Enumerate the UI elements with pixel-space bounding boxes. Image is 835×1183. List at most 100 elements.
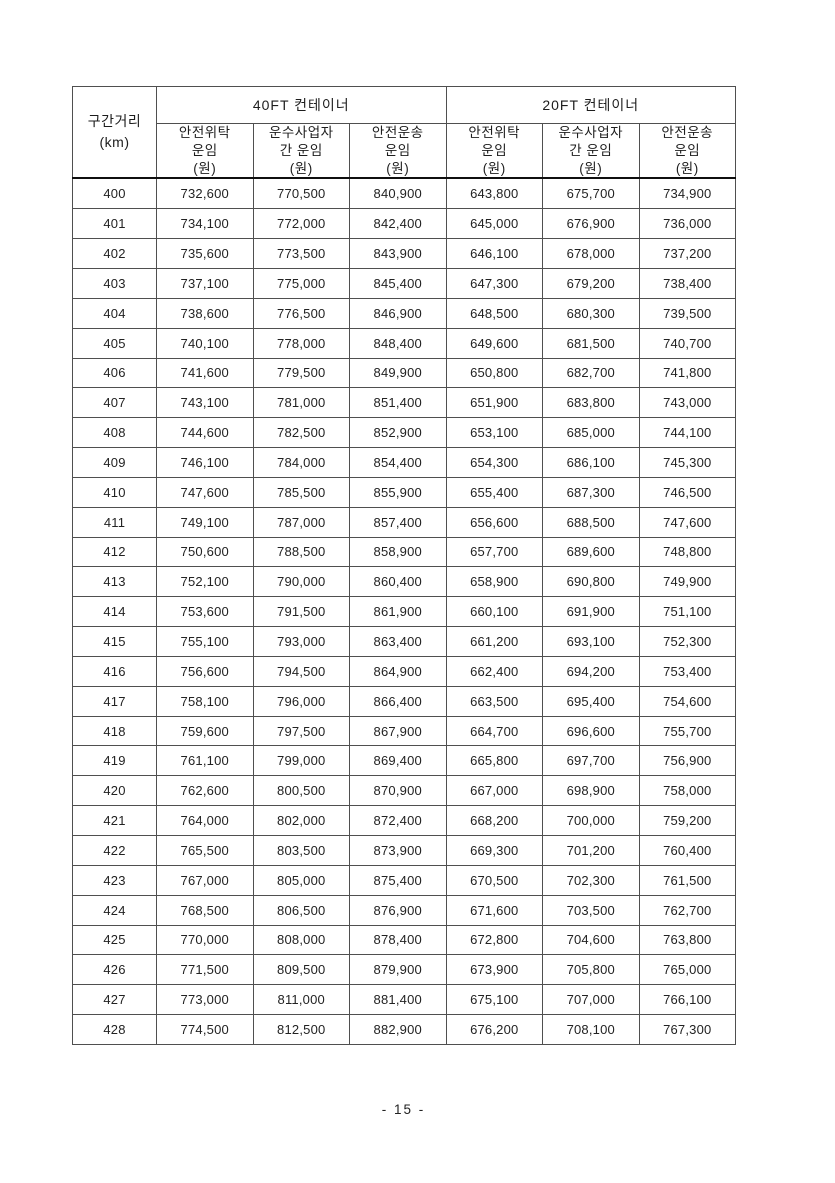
subheader-40ft-transport-fare: 안전운송 운임 (원) [349, 123, 447, 180]
distance-cell: 409 [72, 447, 157, 478]
fare-cell: 748,800 [638, 536, 737, 568]
fare-cell: 737,200 [638, 238, 737, 269]
fare-cell: 851,400 [349, 387, 447, 419]
fare-cell: 747,600 [156, 476, 254, 508]
group-header-20ft: 20FT 컨테이너 [445, 86, 737, 124]
distance-cell: 421 [72, 805, 157, 836]
fare-cell: 654,300 [445, 447, 544, 478]
distance-cell: 410 [72, 476, 157, 508]
fare-cell: 696,600 [542, 715, 640, 747]
fare-cell: 752,100 [156, 566, 254, 598]
fare-cell: 846,900 [349, 297, 447, 329]
distance-cell: 414 [72, 596, 157, 628]
distance-cell: 403 [72, 267, 157, 299]
fare-cell: 746,500 [638, 476, 737, 508]
fare-cell: 676,900 [542, 208, 640, 240]
fare-cell: 679,200 [542, 267, 640, 299]
fare-cell: 797,500 [252, 715, 350, 747]
distance-cell: 405 [72, 327, 157, 359]
fare-cell: 764,000 [156, 805, 254, 836]
fare-cell: 701,200 [542, 835, 640, 866]
fare-cell: 772,000 [252, 208, 350, 240]
table-row: 428 774,500 812,500 882,900 676,200 708,100 76… [72, 1014, 737, 1045]
distance-cell: 411 [72, 506, 157, 538]
fare-cell: 790,000 [252, 566, 350, 598]
fare-cell: 707,000 [542, 984, 640, 1016]
fare-cell: 668,200 [445, 805, 544, 836]
fare-cell: 842,400 [349, 208, 447, 240]
fare-cell: 767,000 [156, 864, 254, 896]
table-row: 423 767,000 805,000 875,400 670,500 702,300 76… [72, 864, 737, 896]
fare-cell: 744,600 [156, 417, 254, 449]
fare-cell: 881,400 [349, 984, 447, 1016]
fare-cell: 759,600 [156, 715, 254, 747]
fare-cell: 697,700 [542, 745, 640, 777]
table-row: 422 765,500 803,500 873,900 669,300 701,200 76… [72, 835, 737, 866]
fare-cell: 761,100 [156, 745, 254, 777]
distance-column-header: 구간거리 (km) [72, 86, 157, 180]
fare-cell: 858,900 [349, 536, 447, 568]
fare-cell: 767,300 [638, 1014, 737, 1045]
fare-table-body: 400 732,600 770,500 840,900 643,800 675,700 73… [72, 177, 737, 1045]
fare-cell: 689,600 [542, 536, 640, 568]
fare-cell: 673,900 [445, 954, 544, 986]
fare-cell: 663,500 [445, 685, 544, 717]
fare-cell: 802,000 [252, 805, 350, 836]
fare-cell: 676,200 [445, 1014, 544, 1045]
fare-cell: 861,900 [349, 596, 447, 628]
fare-cell: 643,800 [445, 177, 544, 210]
fare-cell: 765,500 [156, 835, 254, 866]
table-row: 415 755,100 793,000 863,400 661,200 693,100 75… [72, 626, 737, 657]
fare-cell: 693,100 [542, 626, 640, 657]
sub-header-row: 안전위탁 운임 (원) 운수사업자 간 운임 (원) 안전운송 운임 (원) 안… [73, 123, 737, 180]
fare-cell: 811,000 [252, 984, 350, 1016]
fare-cell: 863,400 [349, 626, 447, 657]
fare-cell: 860,400 [349, 566, 447, 598]
fare-cell: 751,100 [638, 596, 737, 628]
fare-cell: 698,900 [542, 775, 640, 807]
table-row: 425 770,000 808,000 878,400 672,800 704,600 76… [72, 924, 737, 956]
fare-cell: 647,300 [445, 267, 544, 299]
fare-cell: 875,400 [349, 864, 447, 896]
fare-cell: 788,500 [252, 536, 350, 568]
fare-cell: 669,300 [445, 835, 544, 866]
distance-cell: 424 [72, 894, 157, 926]
table-row: 418 759,600 797,500 867,900 664,700 696,600 75… [72, 715, 737, 747]
fare-cell: 774,500 [156, 1014, 254, 1045]
fare-cell: 743,100 [156, 387, 254, 419]
fare-cell: 734,900 [638, 177, 737, 210]
fare-cell: 808,000 [252, 924, 350, 956]
distance-cell: 417 [72, 685, 157, 717]
fare-cell: 758,100 [156, 685, 254, 717]
distance-cell: 402 [72, 238, 157, 269]
fare-cell: 700,000 [542, 805, 640, 836]
fare-cell: 741,600 [156, 357, 254, 389]
fare-cell: 781,000 [252, 387, 350, 419]
fare-cell: 743,000 [638, 387, 737, 419]
table-row: 419 761,100 799,000 869,400 665,800 697,700 75… [72, 745, 737, 777]
distance-cell: 401 [72, 208, 157, 240]
fare-cell: 685,000 [542, 417, 640, 449]
fare-cell: 882,900 [349, 1014, 447, 1045]
table-row: 424 768,500 806,500 876,900 671,600 703,500 76… [72, 894, 737, 926]
table-row: 408 744,600 782,500 852,900 653,100 685,000 74… [72, 417, 737, 449]
fare-cell: 732,600 [156, 177, 254, 210]
fare-cell: 704,600 [542, 924, 640, 956]
distance-cell: 412 [72, 536, 157, 568]
fare-cell: 756,600 [156, 655, 254, 687]
fare-cell: 879,900 [349, 954, 447, 986]
distance-cell: 426 [72, 954, 157, 986]
fare-cell: 867,900 [349, 715, 447, 747]
fare-cell: 762,600 [156, 775, 254, 807]
table-row: 400 732,600 770,500 840,900 643,800 675,700 73… [72, 177, 737, 210]
fare-cell: 661,200 [445, 626, 544, 657]
subheader-20ft-consign-fare: 안전위탁 운임 (원) [445, 123, 544, 180]
fare-cell: 765,000 [638, 954, 737, 986]
fare-cell: 849,900 [349, 357, 447, 389]
fare-cell: 737,100 [156, 267, 254, 299]
table-row: 404 738,600 776,500 846,900 648,500 680,300 73… [72, 297, 737, 329]
fare-cell: 695,400 [542, 685, 640, 717]
fare-cell: 800,500 [252, 775, 350, 807]
fare-cell: 686,100 [542, 447, 640, 478]
fare-cell: 645,000 [445, 208, 544, 240]
